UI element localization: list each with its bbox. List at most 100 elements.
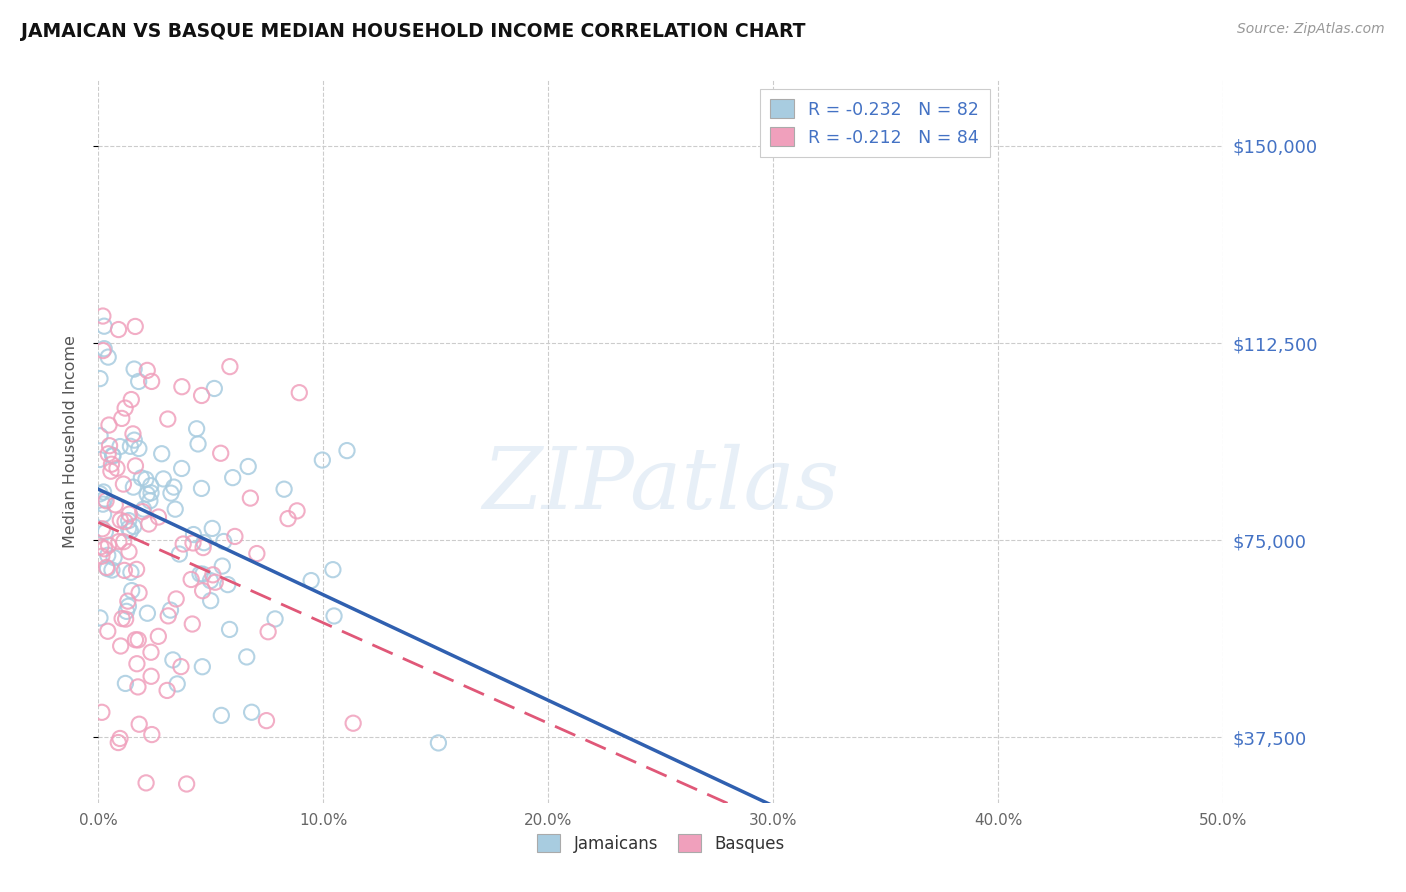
Point [97, 538, 120, 552]
Point [114, 676, 136, 690]
Point [139, 669, 162, 683]
Point [128, 717, 150, 731]
Point [169, 547, 191, 561]
Point [122, 362, 145, 376]
Point [90, 540, 112, 554]
Point [191, 567, 214, 582]
Y-axis label: Median Household Income: Median Household Income [63, 335, 77, 548]
Point [111, 411, 134, 425]
Point [124, 319, 146, 334]
Point [91, 497, 114, 511]
Point [121, 583, 143, 598]
Point [219, 359, 242, 374]
Point [107, 322, 129, 336]
Point [209, 708, 232, 723]
Point [93, 319, 115, 334]
Point [257, 624, 280, 639]
Point [93, 342, 115, 356]
Point [93, 541, 115, 556]
Point [112, 534, 135, 549]
Point [136, 606, 159, 620]
Point [165, 502, 187, 516]
Point [94, 524, 117, 539]
Point [131, 471, 153, 485]
Point [277, 511, 299, 525]
Point [117, 521, 139, 535]
Point [118, 514, 141, 528]
Point [256, 714, 278, 728]
Point [190, 388, 212, 402]
Point [98, 418, 121, 433]
Point [273, 482, 295, 496]
Point [211, 559, 233, 574]
Point [170, 659, 193, 673]
Point [122, 519, 145, 533]
Point [139, 486, 162, 500]
Point [89, 487, 111, 501]
Point [136, 487, 159, 501]
Point [322, 563, 344, 577]
Point [176, 777, 198, 791]
Point [323, 609, 346, 624]
Point [299, 574, 322, 588]
Point [91, 343, 114, 358]
Point [170, 461, 193, 475]
Point [125, 657, 148, 671]
Point [172, 537, 194, 551]
Point [108, 534, 131, 549]
Point [138, 516, 160, 531]
Point [100, 464, 122, 478]
Point [204, 575, 226, 590]
Point [97, 350, 120, 364]
Point [160, 486, 183, 500]
Point [108, 731, 131, 746]
Point [115, 604, 138, 618]
Point [139, 493, 162, 508]
Point [170, 380, 193, 394]
Point [124, 632, 146, 647]
Point [89, 429, 111, 443]
Point [183, 527, 205, 541]
Point [533, 859, 555, 873]
Point [122, 426, 145, 441]
Point [114, 401, 136, 415]
Legend: Jamaicans, Basques: Jamaicans, Basques [530, 828, 792, 860]
Point [141, 375, 163, 389]
Point [212, 534, 235, 549]
Point [217, 577, 239, 591]
Point [91, 309, 114, 323]
Point [136, 363, 159, 377]
Point [201, 567, 224, 582]
Point [202, 382, 225, 396]
Point [156, 412, 179, 426]
Point [264, 612, 287, 626]
Point [181, 617, 204, 632]
Point [191, 541, 214, 555]
Point [108, 440, 131, 454]
Point [200, 593, 222, 607]
Point [100, 457, 122, 471]
Point [186, 422, 208, 436]
Point [148, 629, 170, 643]
Point [132, 505, 155, 519]
Point [104, 498, 127, 512]
Point [128, 442, 150, 456]
Point [125, 562, 148, 576]
Point [187, 437, 209, 451]
Point [156, 683, 179, 698]
Point [200, 574, 222, 588]
Point [90, 549, 112, 564]
Point [218, 623, 240, 637]
Point [114, 612, 136, 626]
Text: ZIPatlas: ZIPatlas [482, 443, 839, 526]
Point [111, 611, 134, 625]
Point [105, 461, 128, 475]
Point [90, 706, 112, 720]
Point [93, 485, 115, 500]
Point [165, 591, 187, 606]
Point [240, 705, 263, 719]
Point [117, 599, 139, 614]
Point [311, 453, 333, 467]
Point [157, 608, 180, 623]
Point [110, 513, 132, 527]
